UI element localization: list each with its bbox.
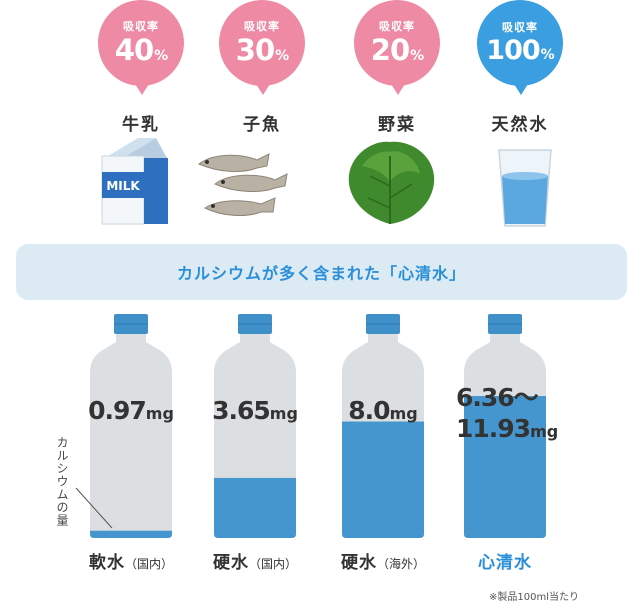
source-vegetable: 吸収率 20% 野菜: [348, 0, 454, 240]
bottle-caption: 硬水（海外）: [340, 553, 425, 573]
svg-text:MILK: MILK: [106, 179, 140, 193]
water-bottle-icon: [342, 314, 424, 538]
calcium-amount: 3.65mg: [212, 396, 298, 425]
water-level: [464, 396, 546, 538]
source-name: 天然水: [491, 115, 549, 135]
absorption-rate: 20%: [370, 33, 424, 67]
bottle-caption: 硬水（国内）: [212, 553, 297, 573]
absorption-bubble-vegetable: 吸収率 20%: [354, 0, 440, 95]
banner-text: カルシウムが多く含まれた「心清水」: [176, 264, 466, 283]
source-small-fish: 吸収率 30% 子魚: [198, 0, 319, 240]
water-level: [342, 421, 424, 538]
absorption-label: 吸収率: [244, 20, 280, 33]
bottle-hard-water-domestic: 3.65mg 硬水（国内）: [200, 312, 310, 573]
water-level: [214, 477, 296, 538]
banner: カルシウムが多く含まれた「心清水」: [16, 244, 627, 300]
absorption-rate: 100%: [486, 35, 554, 66]
annotation-pointer-line: [75, 487, 113, 529]
leafy-vegetable-icon: [348, 141, 435, 224]
absorption-rate: 30%: [235, 33, 289, 67]
fish-icon: [198, 153, 288, 216]
glass-of-water-icon: [498, 149, 552, 227]
water-bottle-icon: [464, 314, 546, 538]
absorption-rate: 40%: [114, 33, 168, 67]
bottle-caption: 心清水: [478, 553, 532, 573]
source-name: 子魚: [243, 115, 281, 135]
source-name: 野菜: [378, 115, 416, 135]
absorption-bubble-water: 吸収率 100%: [477, 0, 563, 95]
calcium-amount-annotation: カルシウムの量: [55, 436, 69, 527]
water-bottle-icon: [214, 314, 296, 538]
source-milk: 吸収率 40% 牛乳 MILK: [98, 0, 198, 240]
absorption-label: 吸収率: [502, 21, 538, 34]
water-bottle-icon: [90, 314, 172, 538]
bottle-hard-water-overseas: 8.0mg 硬水（海外）: [328, 312, 438, 573]
bottle-shinseisui: 6.36～ 11.93mg 心清水: [450, 312, 560, 573]
source-name: 牛乳: [122, 115, 160, 135]
milk-carton-icon: MILK: [101, 138, 168, 225]
footnote: ※製品100ml当たり: [489, 592, 579, 603]
absorption-bubble-milk: 吸収率 40%: [98, 0, 184, 95]
bottle-caption: 軟水（国内）: [88, 553, 173, 573]
bottle-soft-water-domestic: 0.97mg 軟水（国内）: [76, 312, 186, 573]
absorption-label: 吸収率: [379, 20, 415, 33]
calcium-amount: 6.36～ 11.93mg: [456, 383, 559, 443]
absorption-label: 吸収率: [123, 20, 159, 33]
calcium-amount: 0.97mg: [88, 396, 174, 425]
water-level: [90, 530, 172, 538]
calcium-amount: 8.0mg: [348, 396, 418, 425]
absorption-bubble-fish: 吸収率 30%: [219, 0, 305, 95]
source-natural-water: 吸収率 100% 天然水: [477, 0, 577, 240]
